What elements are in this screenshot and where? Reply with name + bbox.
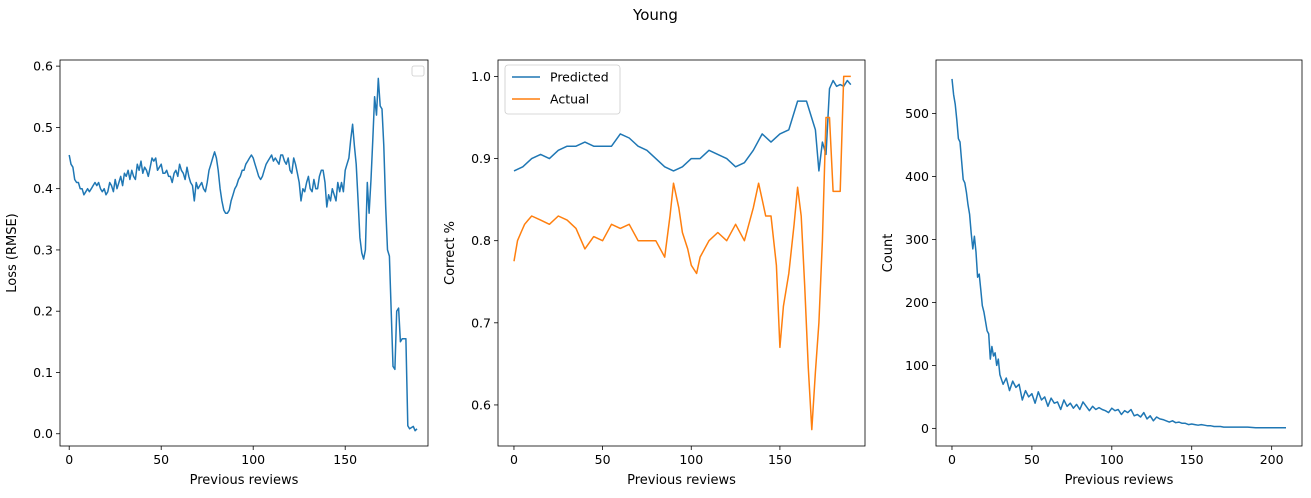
y-tick-label: 100 — [905, 358, 929, 373]
y-tick-label: 0.8 — [471, 233, 491, 248]
x-tick-label: 150 — [768, 452, 792, 467]
y-tick-label: 1.0 — [471, 69, 491, 84]
series-line-1 — [68, 77, 418, 432]
x-axis-label: Previous reviews — [627, 473, 736, 488]
x-axis-label: Previous reviews — [190, 473, 299, 488]
chart-panel-3: 0 50 100 150 200 0 100 200 300 400 500 Previous rev… — [881, 59, 1303, 488]
x-tick-label: 150 — [1180, 452, 1204, 467]
x-tick-label: 50 — [153, 452, 169, 467]
figure-title: Young — [633, 6, 678, 24]
x-tick-label: 50 — [595, 452, 611, 467]
y-tick-label: 0.6 — [33, 59, 53, 74]
y-axis-label: Count — [881, 234, 896, 273]
chart-panel-2: 0 50 100 150 0.6 0.7 0.8 0.9 1.0 Previous reviews… — [443, 59, 866, 488]
y-tick-label: 0.1 — [33, 365, 53, 380]
chart-panel-1: 0 50 100 150 0.0 0.1 0.2 0.3 0.4 0.5 0.6 Previous r… — [5, 59, 429, 488]
x-tick-label: 100 — [679, 452, 703, 467]
legend-label-predicted: Predicted — [550, 70, 609, 85]
y-tick-label: 0.0 — [33, 426, 53, 441]
y-axis-label: Loss (RMSE) — [5, 213, 20, 293]
axes-frame — [935, 59, 1303, 447]
x-tick-label: 150 — [333, 452, 357, 467]
series-line-1 — [951, 78, 1286, 429]
y-tick-label: 500 — [905, 106, 929, 121]
y-tick-label: 0.4 — [33, 181, 53, 196]
y-tick-label: 0.7 — [471, 315, 491, 330]
x-tick-label: 100 — [1100, 452, 1124, 467]
legend: Predicted Actual — [504, 64, 621, 115]
x-axis-label: Previous reviews — [1065, 473, 1174, 488]
series-line-actual — [513, 75, 851, 431]
x-tick-label: 0 — [948, 452, 956, 467]
y-tick-label: 0 — [921, 421, 929, 436]
x-tick-label: 200 — [1260, 452, 1284, 467]
x-tick-label: 50 — [1024, 452, 1040, 467]
axes-frame — [497, 59, 866, 447]
x-tick-label: 0 — [65, 452, 73, 467]
y-tick-label: 200 — [905, 295, 929, 310]
y-tick-label: 0.5 — [33, 120, 53, 135]
legend-label-actual: Actual — [550, 92, 589, 107]
x-tick-label: 100 — [241, 452, 265, 467]
y-tick-label: 0.3 — [33, 242, 53, 257]
y-tick-label: 400 — [905, 169, 929, 184]
y-tick-label: 0.9 — [471, 151, 491, 166]
legend-box-empty — [411, 65, 425, 77]
axes-frame — [59, 59, 429, 447]
y-tick-label: 0.6 — [471, 397, 491, 412]
y-tick-label: 0.2 — [33, 304, 53, 319]
y-axis-label: Correct % — [443, 221, 458, 285]
y-tick-label: 300 — [905, 232, 929, 247]
x-tick-label: 0 — [510, 452, 518, 467]
